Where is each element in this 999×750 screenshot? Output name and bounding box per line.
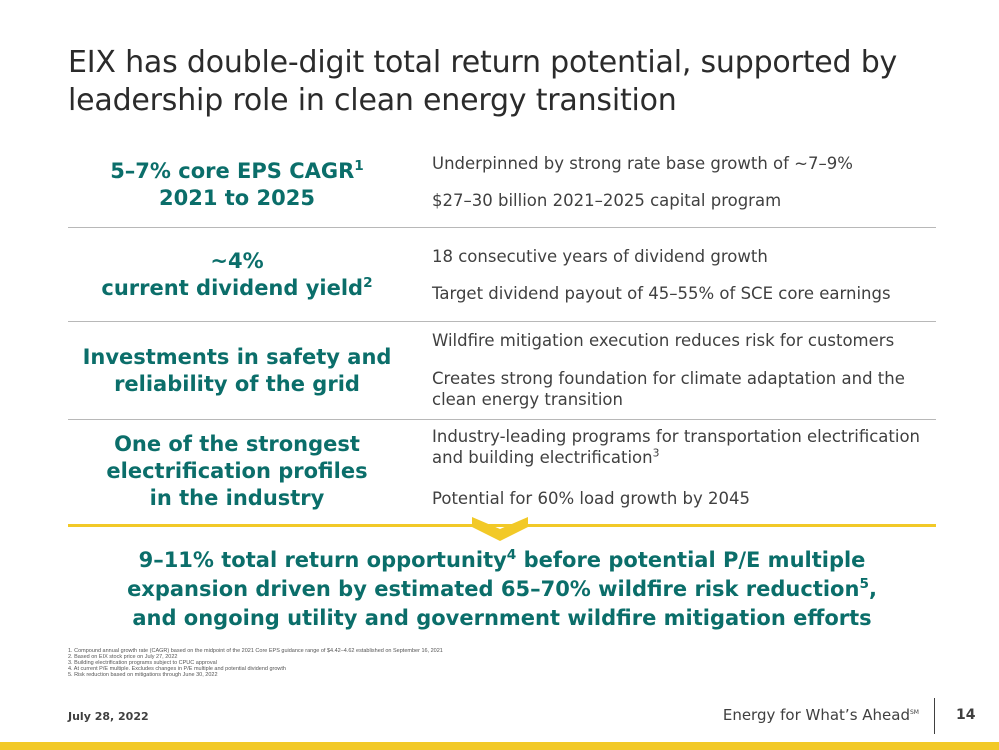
footnote-ref: 3	[652, 446, 660, 460]
detail-text: Industry-leading programs for transporta…	[432, 427, 920, 467]
footnote-ref: 2	[363, 274, 373, 291]
footnote: 1. Compound annual growth rate (CAGR) ba…	[68, 648, 443, 654]
footnote: 2. Based on EIX stock price on July 27, …	[68, 654, 178, 660]
footnote-ref: 1	[354, 157, 364, 174]
detail-text: Potential for 60% load growth by 2045	[432, 489, 751, 508]
detail-text: $27–30 billion 2021–2025 capital program	[432, 191, 782, 210]
detail-text: Underpinned by strong rate base growth o…	[432, 154, 853, 173]
highlight-heading: One of the strongest electrification pro…	[106, 431, 368, 510]
footnote: 3. Building electrification programs sub…	[68, 660, 217, 666]
footnote-ref: 5	[859, 576, 869, 592]
detail-text: 18 consecutive years of dividend growth	[432, 247, 768, 266]
slide-title: EIX has double-digit total return potent…	[68, 45, 898, 118]
footnote: 5. Risk reduction based on mitigations t…	[68, 672, 218, 678]
chevron-down-icon	[472, 517, 528, 541]
service-mark: SM	[910, 709, 919, 716]
detail-text: Creates strong foundation for climate ad…	[432, 369, 905, 409]
highlight-row-electrification: One of the strongest electrification pro…	[68, 420, 936, 522]
highlights-table: 5–7% core EPS CAGR1 2021 to 2025 Underpi…	[68, 142, 936, 522]
highlight-row-dividend: ~4% current dividend yield2 18 consecuti…	[68, 228, 936, 322]
yellow-divider	[68, 524, 936, 527]
highlight-heading: ~4% current dividend yield2	[101, 248, 373, 300]
total-return-summary: 9–11% total return opportunity4 before p…	[127, 547, 877, 630]
highlight-heading: Investments in safety and reliability of…	[82, 344, 392, 396]
brand-tagline: Energy for What’s AheadSM	[722, 706, 919, 724]
page-number: 14	[956, 707, 976, 723]
bottom-accent-bar	[0, 742, 999, 750]
highlight-heading: 5–7% core EPS CAGR1 2021 to 2025	[110, 157, 364, 210]
detail-text: Target dividend payout of 45–55% of SCE …	[432, 284, 891, 303]
footer-divider	[934, 698, 935, 734]
footnote-ref: 4	[506, 547, 517, 563]
highlight-row-eps: 5–7% core EPS CAGR1 2021 to 2025 Underpi…	[68, 142, 936, 228]
detail-text: Wildfire mitigation execution reduces ri…	[432, 331, 895, 350]
footnotes: 1. Compound annual growth rate (CAGR) ba…	[68, 648, 928, 678]
slide-date: July 28, 2022	[68, 710, 149, 723]
highlight-row-safety: Investments in safety and reliability of…	[68, 322, 936, 420]
footnote: 4. At current P/E multiple. Excludes cha…	[68, 666, 286, 672]
